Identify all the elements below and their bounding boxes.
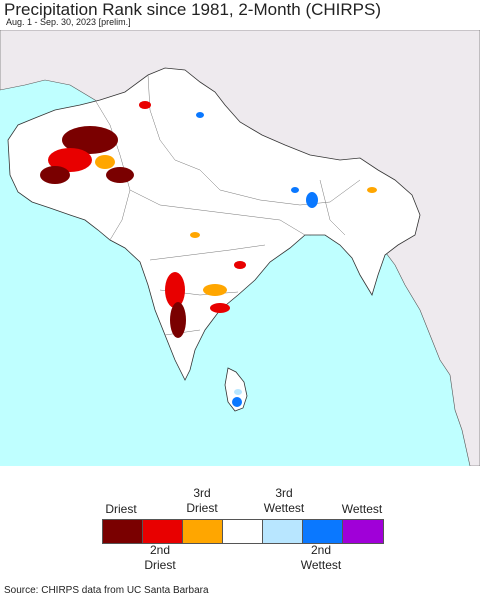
legend-swatch-driest <box>103 520 143 543</box>
legend-swatch-3rd-driest <box>183 520 223 543</box>
legend-label-wettest: Wettest <box>341 502 383 516</box>
legend-label-2nd-wettest: 2nd Wettest <box>286 543 356 573</box>
map-subtitle: Aug. 1 - Sep. 30, 2023 [prelim.] <box>6 17 131 27</box>
legend-swatch-wettest <box>343 520 383 543</box>
dry-anomalies <box>40 101 377 338</box>
legend-label-2nd-driest-text: 2nd Driest <box>144 543 176 572</box>
legend-label-2nd-driest: 2nd Driest <box>125 543 195 573</box>
legend-label-3rd-wettest: 3rd Wettest <box>249 486 319 516</box>
legend-swatch-normal <box>223 520 263 543</box>
admin-borders <box>94 74 361 336</box>
wet-anomalies <box>196 112 318 407</box>
legend-label-3rd-wettest-text: 3rd Wettest <box>263 486 305 515</box>
legend-color-bar <box>102 519 384 544</box>
legend-label-3rd-driest-text: 3rd Driest <box>186 486 218 515</box>
map-title: Precipitation Rank since 1981, 2-Month (… <box>4 0 381 19</box>
legend-swatch-2nd-wettest <box>303 520 343 543</box>
precipitation-rank-map <box>0 30 480 466</box>
legend-label-driest: Driest <box>105 502 137 516</box>
source-note: Source: CHIRPS data from UC Santa Barbar… <box>4 585 209 596</box>
legend-label-2nd-wettest-text: 2nd Wettest <box>300 543 342 572</box>
legend-label-3rd-driest: 3rd Driest <box>167 486 237 516</box>
legend-swatch-2nd-driest <box>143 520 183 543</box>
legend-swatch-3rd-wettest <box>263 520 303 543</box>
